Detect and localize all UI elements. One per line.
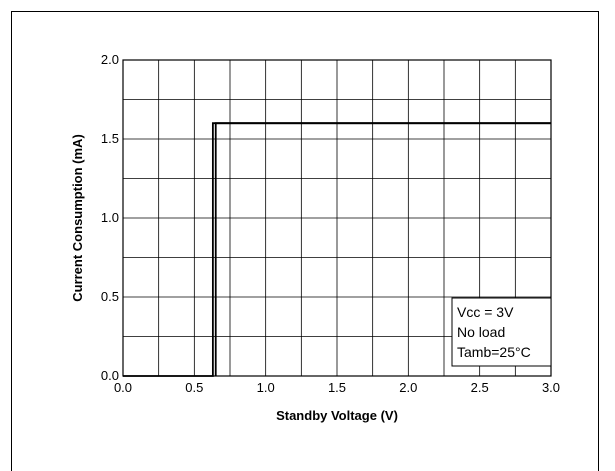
x-tick-label: 0.0 bbox=[114, 380, 132, 395]
note-line-2: No load bbox=[457, 324, 505, 340]
x-tick-label: 2.0 bbox=[399, 380, 417, 395]
y-tick-label: 0.5 bbox=[101, 289, 119, 304]
conditions-box: Vcc = 3V No load Tamb=25°C bbox=[451, 297, 552, 367]
x-axis-label: Standby Voltage (V) bbox=[276, 408, 398, 423]
x-tick-label: 1.0 bbox=[257, 380, 275, 395]
note-line-3: Tamb=25°C bbox=[457, 344, 531, 360]
figure-frame bbox=[11, 11, 599, 471]
x-tick-label: 0.5 bbox=[185, 380, 203, 395]
x-tick-label: 1.5 bbox=[328, 380, 346, 395]
y-tick-label: 1.5 bbox=[101, 131, 119, 146]
y-tick-label: 1.0 bbox=[101, 210, 119, 225]
series-line-2 bbox=[214, 122, 551, 376]
y-tick-label: 0.0 bbox=[101, 368, 119, 383]
y-tick-labels: 0.0 0.5 1.0 1.5 2.0 bbox=[101, 52, 119, 383]
y-axis-label: Current Consumption (mA) bbox=[70, 134, 85, 302]
x-tick-label: 2.5 bbox=[471, 380, 489, 395]
x-tick-labels: 0.0 0.5 1.0 1.5 2.0 2.5 3.0 bbox=[114, 380, 560, 395]
note-line-1: Vcc = 3V bbox=[457, 304, 514, 320]
y-tick-label: 2.0 bbox=[101, 52, 119, 67]
x-tick-label: 3.0 bbox=[542, 380, 560, 395]
plot-border bbox=[122, 59, 552, 377]
